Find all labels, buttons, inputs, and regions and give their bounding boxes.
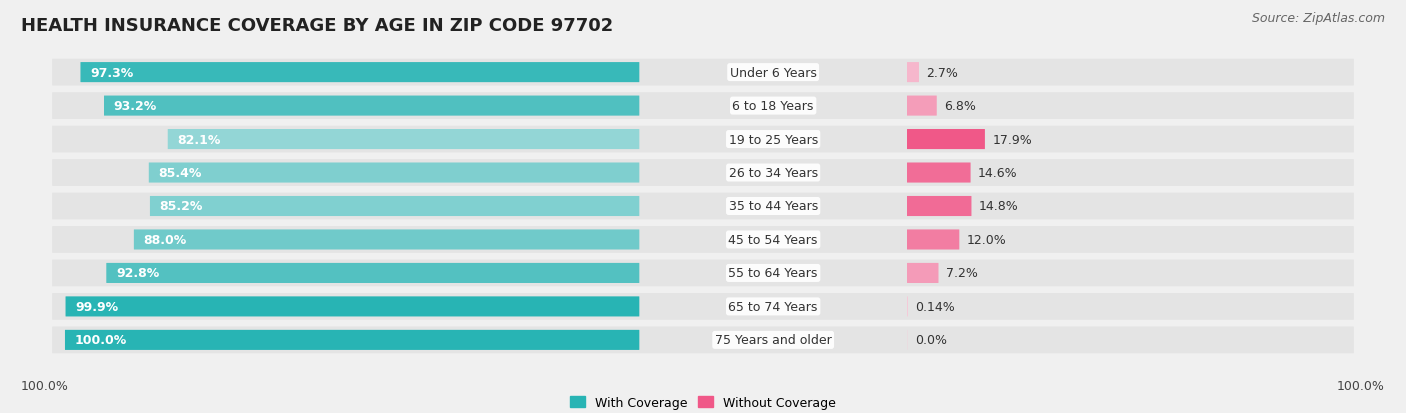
Text: 82.1%: 82.1% <box>177 133 221 146</box>
Text: 65 to 74 Years: 65 to 74 Years <box>728 300 818 313</box>
Text: 6 to 18 Years: 6 to 18 Years <box>733 100 814 113</box>
FancyBboxPatch shape <box>52 227 1354 253</box>
FancyBboxPatch shape <box>907 263 938 283</box>
FancyBboxPatch shape <box>107 263 640 283</box>
Text: 12.0%: 12.0% <box>967 233 1007 247</box>
Legend: With Coverage, Without Coverage: With Coverage, Without Coverage <box>565 391 841 413</box>
Text: 19 to 25 Years: 19 to 25 Years <box>728 133 818 146</box>
Text: 88.0%: 88.0% <box>143 233 187 247</box>
Text: 55 to 64 Years: 55 to 64 Years <box>728 267 818 280</box>
Text: Source: ZipAtlas.com: Source: ZipAtlas.com <box>1251 12 1385 25</box>
Text: 85.2%: 85.2% <box>160 200 202 213</box>
Text: 93.2%: 93.2% <box>114 100 157 113</box>
FancyBboxPatch shape <box>907 130 986 150</box>
FancyBboxPatch shape <box>52 193 1354 220</box>
FancyBboxPatch shape <box>52 93 1354 120</box>
Text: 17.9%: 17.9% <box>993 133 1032 146</box>
Text: 85.4%: 85.4% <box>159 166 202 180</box>
FancyBboxPatch shape <box>150 197 640 216</box>
Text: 35 to 44 Years: 35 to 44 Years <box>728 200 818 213</box>
Text: 92.8%: 92.8% <box>117 267 159 280</box>
FancyBboxPatch shape <box>167 130 640 150</box>
Text: 100.0%: 100.0% <box>1337 380 1385 392</box>
FancyBboxPatch shape <box>907 230 959 250</box>
Text: 14.6%: 14.6% <box>979 166 1018 180</box>
FancyBboxPatch shape <box>52 293 1354 320</box>
FancyBboxPatch shape <box>907 96 936 116</box>
FancyBboxPatch shape <box>52 327 1354 354</box>
Text: 26 to 34 Years: 26 to 34 Years <box>728 166 818 180</box>
Text: HEALTH INSURANCE COVERAGE BY AGE IN ZIP CODE 97702: HEALTH INSURANCE COVERAGE BY AGE IN ZIP … <box>21 17 613 34</box>
Text: 97.3%: 97.3% <box>90 66 134 79</box>
FancyBboxPatch shape <box>907 197 972 216</box>
FancyBboxPatch shape <box>65 330 640 350</box>
FancyBboxPatch shape <box>149 163 640 183</box>
Text: 75 Years and older: 75 Years and older <box>714 334 831 347</box>
FancyBboxPatch shape <box>104 96 640 116</box>
FancyBboxPatch shape <box>907 63 920 83</box>
FancyBboxPatch shape <box>52 126 1354 153</box>
Text: 0.14%: 0.14% <box>915 300 955 313</box>
FancyBboxPatch shape <box>52 59 1354 86</box>
Text: 100.0%: 100.0% <box>75 334 127 347</box>
FancyBboxPatch shape <box>80 63 640 83</box>
Text: 7.2%: 7.2% <box>946 267 979 280</box>
Text: 2.7%: 2.7% <box>927 66 959 79</box>
Text: 45 to 54 Years: 45 to 54 Years <box>728 233 818 247</box>
FancyBboxPatch shape <box>134 230 640 250</box>
Text: 99.9%: 99.9% <box>76 300 118 313</box>
FancyBboxPatch shape <box>66 297 640 317</box>
FancyBboxPatch shape <box>52 260 1354 287</box>
FancyBboxPatch shape <box>907 163 970 183</box>
FancyBboxPatch shape <box>52 160 1354 186</box>
Text: Under 6 Years: Under 6 Years <box>730 66 817 79</box>
Text: 6.8%: 6.8% <box>945 100 976 113</box>
Text: 100.0%: 100.0% <box>21 380 69 392</box>
Text: 14.8%: 14.8% <box>979 200 1019 213</box>
Text: 0.0%: 0.0% <box>915 334 946 347</box>
